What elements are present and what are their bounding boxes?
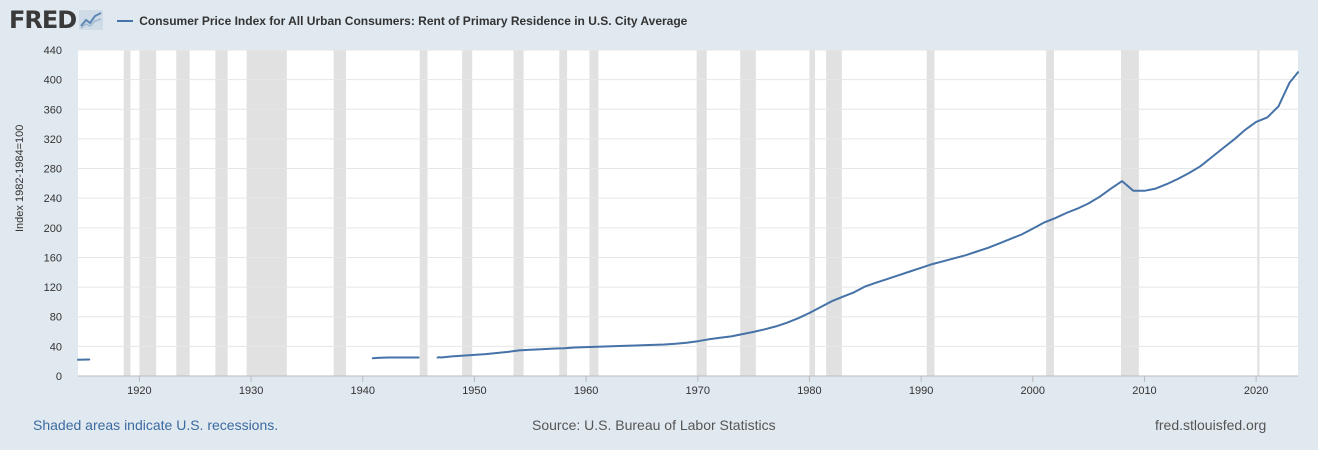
legend-label[interactable]: Consumer Price Index for All Urban Consu… [139,13,688,28]
recession-band [176,50,190,376]
y-tick-label: 0 [56,371,62,383]
recession-band [246,50,287,376]
x-tick-label: 1990 [909,385,933,397]
x-tick-label: 1930 [239,385,263,397]
x-tick-label: 1940 [351,385,375,397]
fred-graph-icon [79,10,104,30]
y-tick-label: 120 [44,282,62,294]
recession-band [462,50,473,376]
legend-swatch [117,19,134,22]
recession-band [1257,50,1260,376]
recession-band [826,50,842,376]
recession-band [419,50,428,376]
recession-band [1046,50,1054,376]
series-line-segment [439,71,1299,359]
fred-logo[interactable]: FRED [9,6,104,34]
y-tick-label: 80 [50,312,62,324]
chart-header: FRED Consumer Price Index for All Urban … [9,6,687,34]
x-tick-label: 2010 [1132,385,1156,397]
x-tick-label: 1980 [797,385,821,397]
x-tick-label: 2020 [1244,385,1268,397]
fred-logo-text: FRED [9,6,77,34]
series-line-segment [371,356,420,360]
y-tick-label: 160 [44,252,62,264]
x-tick-label: 1950 [462,385,486,397]
x-tick-label: 1920 [127,385,151,397]
recession-band [1121,50,1139,376]
x-tick-label: 2000 [1021,385,1045,397]
recession-note-link[interactable]: Shaded areas indicate U.S. recessions. [33,417,279,433]
recession-band [333,50,347,376]
recession-band [589,50,599,376]
recession-band [926,50,935,376]
recession-band [139,50,157,376]
fred-site-link[interactable]: fred.stlouisfed.org [1155,417,1267,433]
source-text: Source: U.S. Bureau of Labor Statistics [532,417,776,433]
x-tick-label: 1960 [574,385,598,397]
recession-band [559,50,568,376]
y-tick-label: 440 [44,45,62,57]
recession-band [513,50,524,376]
recession-band [740,50,756,376]
recession-band [809,50,816,376]
recession-band [123,50,131,376]
y-tick-label: 280 [44,164,62,176]
legend: Consumer Price Index for All Urban Consu… [117,14,687,28]
recession-band [696,50,707,376]
y-tick-label: 200 [44,223,62,235]
y-tick-label: 320 [44,134,62,146]
y-tick-label: 400 [44,75,62,87]
x-tick-label: 1970 [686,385,710,397]
y-tick-label: 40 [50,341,62,353]
y-tick-label: 360 [44,104,62,116]
recession-band [215,50,228,376]
y-tick-label: 240 [44,193,62,205]
